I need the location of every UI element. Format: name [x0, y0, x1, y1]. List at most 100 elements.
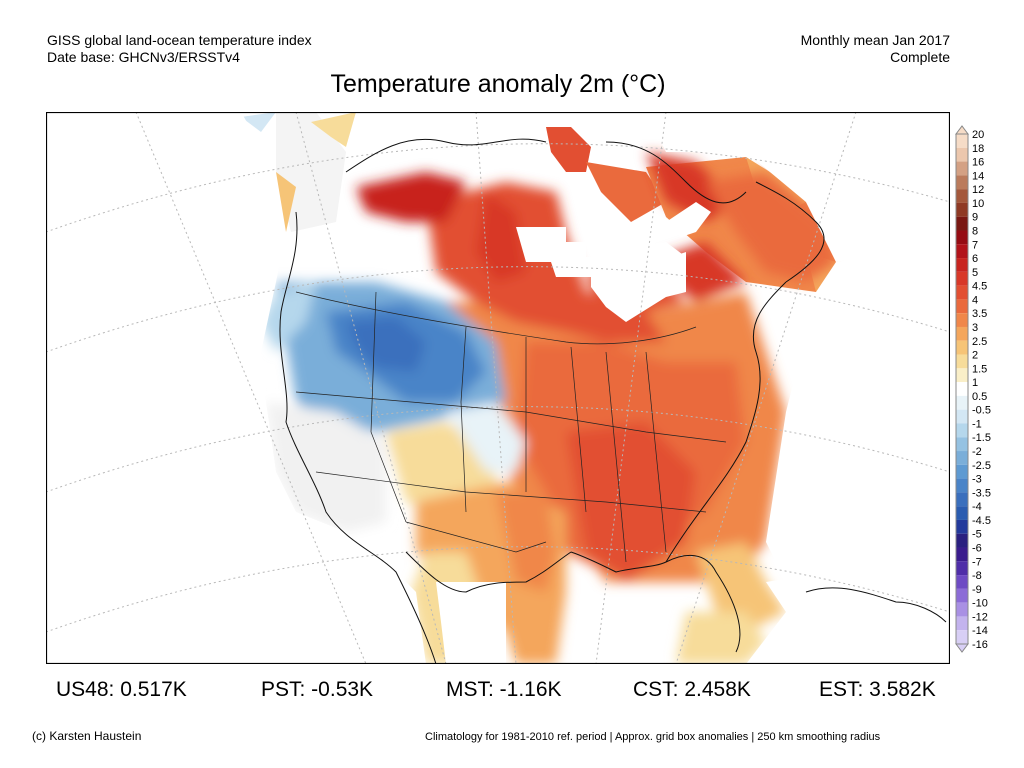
colorbar-swatch [956, 575, 968, 589]
colorbar-swatch [956, 437, 968, 452]
region-stats: US48: 0.517K PST: -0.53K MST: -1.16K CST… [0, 678, 1024, 708]
colorbar-tick-label: 16 [972, 157, 984, 169]
colorbar-swatch [956, 602, 968, 617]
colorbar-tick-label: 4.5 [972, 281, 987, 293]
colorbar-tick-label: -18 [972, 653, 988, 654]
colorbar-tick-label: 0.5 [972, 391, 987, 403]
colorbar-tick-label: 2 [972, 350, 978, 362]
colorbar-swatch [956, 244, 968, 259]
colorbar-tick-label: -4 [972, 501, 982, 513]
colorbar-tick-label: 8 [972, 225, 978, 237]
colorbar-swatch [956, 478, 968, 493]
colorbar-swatch [956, 189, 968, 203]
colorbar-swatch [956, 423, 968, 438]
colorbar-swatch [956, 326, 968, 341]
index-title: GISS global land-ocean temperature index [47, 32, 312, 48]
colorbar-tick-label: -3.5 [972, 487, 991, 499]
graticule [46, 112, 950, 664]
colorbar-swatch [956, 134, 968, 148]
colorbar-tick-label: 5 [972, 267, 978, 279]
colorbar-tick-label: -12 [972, 611, 988, 623]
colorbar-tick-label: 12 [972, 184, 984, 196]
colorbar-swatch [956, 451, 968, 465]
colorbar-swatch [956, 161, 968, 176]
colorbar-swatch [956, 630, 968, 644]
chart-title: Temperature anomaly 2m (°C) [330, 70, 666, 98]
colorbar-swatch [956, 382, 968, 396]
colorbar-tick-label: 2.5 [972, 336, 987, 348]
colorbar-swatch [956, 271, 968, 286]
colorbar-tick-label: -2.5 [972, 460, 991, 472]
stat-us48: US48: 0.517K [56, 678, 187, 701]
colorbar-swatch [956, 354, 968, 369]
colorbar-swatch [956, 258, 968, 272]
colorbar-tick-label: -7 [972, 556, 982, 568]
anomaly-map [46, 112, 950, 664]
colorbar-swatch [956, 313, 968, 327]
colorbar-tick-label: 3 [972, 322, 978, 334]
colorbar-swatch [956, 147, 968, 162]
colorbar-tick-label: -5 [972, 529, 982, 541]
colorbar-swatch [956, 506, 968, 520]
colorbar-tick-label: -8 [972, 570, 982, 582]
stat-cst: CST: 2.458K [633, 678, 751, 701]
colorbar-tick-label: 20 [972, 129, 984, 141]
header-right: Monthly mean Jan 2017 Complete [801, 32, 950, 66]
colorbar-tick-label: 6 [972, 253, 978, 265]
anomaly-field [261, 152, 836, 664]
data-base-label: Date base: GHCNv3/ERSSTv4 [47, 49, 240, 65]
colorbar-swatch [956, 368, 968, 383]
colorbar-swatch [956, 519, 968, 534]
colorbar-tick-label: 4 [972, 294, 978, 306]
colorbar-swatch [956, 230, 968, 245]
period-label: Monthly mean Jan 2017 [800, 32, 950, 48]
coastlines [279, 138, 947, 664]
colorbar-tick-label: -3 [972, 474, 982, 486]
stat-est: EST: 3.582K [819, 678, 936, 701]
colorbar-swatch [956, 395, 968, 410]
colorbar-swatch [956, 588, 968, 603]
missing-data-boxes [46, 112, 950, 664]
colorbar-tick-label: 1.5 [972, 363, 987, 375]
colorbar-tick-label: -14 [972, 625, 988, 637]
colorbar-tick-label: -0.5 [972, 405, 991, 417]
colorbar-swatch [956, 464, 968, 479]
colorbar-swatch [956, 340, 968, 355]
colorbar-swatch [956, 216, 968, 231]
header-left: GISS global land-ocean temperature index… [47, 32, 312, 66]
colorbar-arrow-top [955, 125, 969, 135]
colorbar-swatch [956, 547, 968, 562]
colorbar-swatch [956, 299, 968, 314]
colorbar-swatch [956, 616, 968, 631]
colorbar-tick-label: -6 [972, 543, 982, 555]
colorbar-swatch [956, 533, 968, 548]
borders [295, 291, 727, 563]
stat-pst: PST: -0.53K [261, 678, 374, 701]
completeness-label: Complete [890, 49, 950, 65]
colorbar-tick-label: 3.5 [972, 308, 987, 320]
colorbar-tick-label: 18 [972, 143, 984, 155]
colorbar-arrow-bottom [955, 643, 969, 653]
colorbar-swatch [956, 409, 968, 424]
colorbar-tick-label: -16 [972, 639, 988, 651]
colorbar-tick-label: -9 [972, 584, 982, 596]
colorbar-frame [955, 133, 969, 645]
colorbar-tick-label: 10 [972, 198, 984, 210]
colorbar-tick-label: 14 [972, 170, 984, 182]
colorbar-swatch [956, 202, 968, 217]
colorbar-tick-label: 9 [972, 212, 978, 224]
colorbar-tick-label: -10 [972, 598, 988, 610]
methodology-note: Climatology for 1981-2010 ref. period | … [425, 731, 881, 743]
colorbar-tick-label: -2 [972, 446, 982, 458]
stat-mst: MST: -1.16K [446, 678, 562, 701]
colorbar-swatch [956, 175, 968, 190]
colorbar-tick-label: 7 [972, 239, 978, 251]
colorbar-swatch [956, 561, 968, 576]
colorbar-tick-label: -1 [972, 418, 982, 430]
colorbar-tick-label: 1 [972, 377, 978, 389]
colorbar-swatch [956, 285, 968, 300]
colorbar-tick-label: -1.5 [972, 432, 991, 444]
colorbar-tick-label: -4.5 [972, 515, 991, 527]
copyright: (c) Karsten Haustein [32, 729, 142, 743]
